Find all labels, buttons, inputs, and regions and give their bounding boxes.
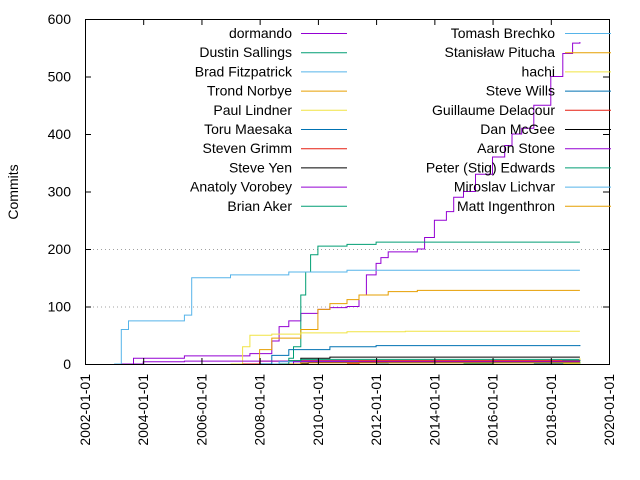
legend-label: Peter (Stig) Edwards [426, 159, 555, 175]
legend-label: Paul Lindner [213, 102, 292, 118]
y-tick-label: 300 [48, 184, 72, 200]
series-line-5 [230, 330, 580, 365]
x-tick-label: 2012-01-01 [368, 374, 384, 446]
legend-label: Matt Ingenthron [457, 198, 555, 214]
y-tick-label: 0 [63, 356, 71, 372]
x-tick-label: 2016-01-01 [485, 374, 501, 446]
axes: 0 100 200 300 400 500 600 2002-01-01 2004-01-01 2… [48, 11, 617, 446]
x-tick-label: 2014-01-01 [426, 374, 442, 446]
series-line-4 [235, 289, 580, 365]
legend-label: Steve Yen [229, 159, 292, 175]
y-tick-label: 100 [48, 299, 72, 315]
legend-label: Dan McGee [480, 121, 555, 137]
legend-label: Stanisław Pitucha [444, 44, 555, 60]
legend-label: Steven Grimm [203, 140, 292, 156]
series-line-3 [114, 269, 580, 365]
x-tick-label: 2008-01-01 [252, 374, 268, 446]
y-tick-label: 200 [48, 241, 72, 257]
legend-label: Tomash Brechko [451, 25, 555, 41]
x-tick-label: 2002-01-01 [77, 374, 93, 446]
legend-label: Steve Wills [486, 83, 555, 99]
series-lines [114, 42, 581, 365]
series-line-6 [259, 345, 581, 365]
x-tick-label: 2010-01-01 [310, 374, 326, 446]
series-line-1 [116, 42, 581, 365]
legend-label: dormando [229, 25, 292, 41]
y-tick-label: 600 [48, 11, 72, 27]
legend-label: Dustin Sallings [199, 44, 292, 60]
x-tick-label: 2018-01-01 [543, 374, 559, 446]
grid-lines [85, 249, 609, 308]
legend-label: Brian Aker [227, 198, 292, 214]
y-tick-label: 500 [48, 69, 72, 85]
legend-label: Trond Norbye [207, 83, 292, 99]
y-axis-title: Commits [5, 164, 21, 219]
legend: dormando Dustin Sallings Brad Fitzpatrick T… [190, 25, 611, 214]
legend-label: hachi [522, 63, 555, 79]
legend-label: Brad Fitzpatrick [195, 63, 293, 79]
legend-label: Guillaume Delacour [432, 102, 555, 118]
legend-label: Anatoly Vorobey [190, 179, 292, 195]
x-tick-label: 2004-01-01 [135, 374, 151, 446]
legend-label: Miroslav Lichvar [454, 179, 555, 195]
x-tick-label: 2006-01-01 [193, 374, 209, 446]
legend-label: Toru Maesaka [204, 121, 292, 137]
legend-label: Aaron Stone [477, 140, 555, 156]
y-tick-label: 400 [48, 126, 72, 142]
x-tick-label: 2020-01-01 [601, 374, 617, 446]
